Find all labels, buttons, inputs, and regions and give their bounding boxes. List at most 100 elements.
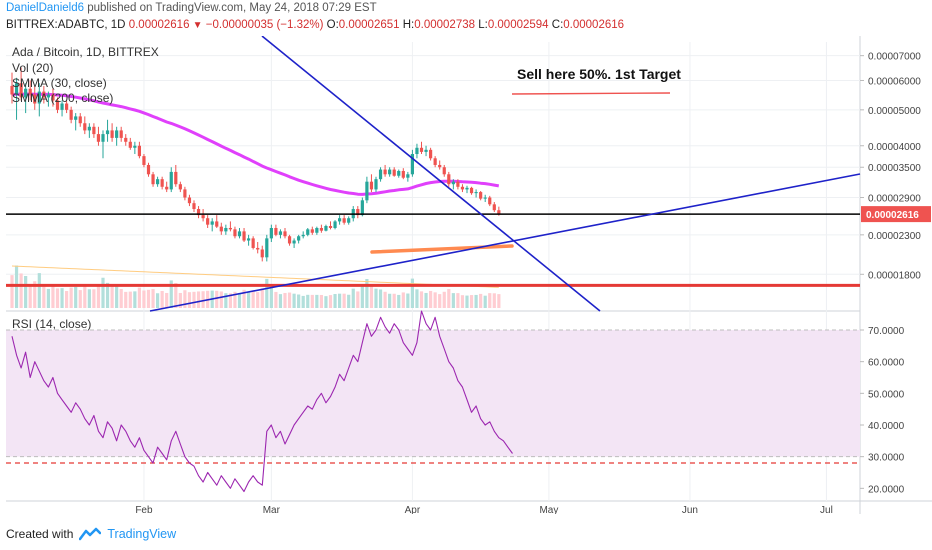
candle-body: [201, 215, 205, 219]
volume-bar: [78, 290, 82, 308]
chart-header: DanielDanield6 published on TradingView.…: [6, 0, 926, 36]
high-label: H:: [402, 19, 415, 31]
volume-bar: [128, 291, 132, 308]
candle-body: [274, 227, 278, 235]
price-tick-label: 0.00003500: [868, 163, 921, 174]
volume-bar: [433, 292, 437, 308]
volume-bar: [401, 292, 405, 308]
last-price-tag-label: 0.00002616: [866, 210, 919, 221]
volume-bar: [215, 290, 219, 308]
high-value: 0.00002738: [414, 19, 476, 31]
volume-bar: [456, 293, 460, 308]
volume-bar: [406, 293, 410, 308]
footer: Created with TradingView: [6, 522, 176, 546]
tradingview-brand[interactable]: TradingView: [107, 527, 177, 541]
volume-bar: [183, 290, 187, 308]
rsi-tick-label: 40.0000: [868, 421, 905, 432]
volume-bar: [333, 293, 337, 308]
volume-bar: [492, 293, 496, 308]
time-tick-label: Apr: [405, 505, 421, 514]
volume-bar: [196, 291, 201, 308]
candle-body: [465, 187, 469, 190]
rsi-tick-label: 50.0000: [868, 389, 905, 400]
candle-body: [424, 149, 428, 152]
volume-bar: [87, 289, 91, 308]
last-price-tag: [861, 206, 931, 223]
candle-body: [392, 169, 396, 176]
candle-body: [415, 147, 419, 155]
volume-bar: [283, 292, 287, 308]
volume-bar: [319, 294, 323, 308]
legend-vol: Vol (20): [12, 61, 53, 75]
rsi-tick-label: 20.0000: [868, 484, 905, 495]
candle-body: [233, 229, 237, 237]
volume-bar: [310, 294, 314, 308]
legend-rsi: RSI (14, close): [12, 317, 91, 331]
volume-bar: [55, 288, 60, 308]
close-label: C:: [551, 19, 564, 31]
volume-bar: [269, 286, 273, 308]
author-link[interactable]: DanielDanield6: [6, 2, 84, 14]
moving-averages: [11, 92, 500, 288]
down-arrow-icon: ▼: [192, 20, 203, 31]
volume-bar: [219, 291, 223, 308]
price-tick-label: 0.00001800: [868, 270, 921, 281]
candle-body: [228, 227, 232, 230]
volume-bar: [192, 291, 196, 308]
volume-bar: [438, 294, 442, 308]
rsi-band: [6, 330, 860, 457]
candle-body: [365, 181, 369, 201]
created-with-label: Created with: [6, 527, 74, 541]
candle-body: [42, 91, 46, 98]
chart-svg[interactable]: 0.00007000 0.00006000 0.00005000 0.00004000…: [0, 35, 932, 516]
candle-body: [433, 158, 437, 165]
candle-body: [297, 236, 301, 241]
candle-body: [456, 181, 460, 187]
annotation-text[interactable]: Sell here 50%. 1st Target: [517, 66, 681, 82]
candle-body: [278, 231, 283, 235]
volume-bar: [265, 278, 269, 308]
volume-bar: [165, 292, 169, 308]
volume-bar: [415, 289, 419, 308]
volume-bar: [146, 289, 151, 308]
volume-bar: [115, 285, 119, 308]
volume-bar: [174, 283, 178, 308]
chart-area[interactable]: 0.00007000 0.00006000 0.00005000 0.00004000…: [0, 35, 932, 516]
candle-body: [156, 179, 160, 185]
descending-trendline: [261, 35, 601, 312]
candle-body: [383, 169, 387, 175]
volume-bar: [96, 285, 101, 308]
candle-body: [406, 174, 410, 178]
ascending-trendline: [149, 173, 861, 312]
candle-body: [46, 94, 50, 98]
candle-body: [101, 134, 105, 142]
legend-title: Ada / Bitcoin, 1D, BITTREX: [12, 45, 159, 59]
volume-bar: [365, 278, 369, 308]
candle-body: [196, 209, 201, 216]
volume-bar: [483, 295, 487, 308]
candle-body: [347, 218, 351, 223]
candle-body: [206, 218, 210, 225]
candle-body: [283, 231, 287, 237]
candle-body: [492, 204, 496, 211]
candle-body: [165, 186, 169, 190]
candle-body: [378, 169, 383, 180]
time-tick-label: Mar: [263, 505, 281, 514]
candle-body: [479, 192, 483, 199]
volume-bar: [169, 280, 173, 308]
candle-body: [55, 100, 60, 110]
price-tick-label: 0.00007000: [868, 52, 921, 63]
candle-body: [374, 179, 378, 190]
candle-body: [483, 197, 487, 199]
volume-bar: [369, 286, 374, 308]
candle-body: [142, 156, 146, 165]
volume-bar: [33, 281, 37, 308]
candle-body: [306, 229, 310, 235]
candle-body: [105, 130, 110, 135]
price-tick-label: 0.00005000: [868, 106, 921, 117]
candle-body: [360, 200, 364, 216]
candle-body: [256, 247, 260, 250]
volume-bar: [465, 295, 469, 308]
time-tick-label: Feb: [135, 505, 153, 514]
candle-body: [410, 154, 414, 175]
